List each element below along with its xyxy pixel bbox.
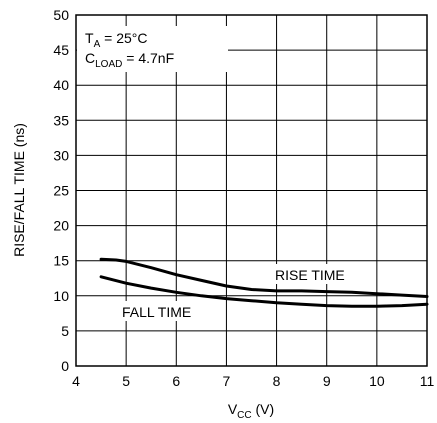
x-tick-labels: 4 5 6 7 8 9 10 11 [72,373,434,389]
x-tick-label: 9 [323,373,331,389]
y-tick-label: 30 [53,147,69,163]
grid [76,15,427,366]
y-tick-label: 35 [53,112,69,128]
plot-frame [75,14,428,367]
y-axis-title: RISE/FALL TIME (ns) [11,123,27,257]
y-tick-label: 50 [53,7,69,23]
x-axis-title: VCC (V) [228,401,274,421]
x-tick-label: 10 [369,373,385,389]
rise-label-bg [271,264,357,284]
temperature-annotation: TA = 25°C [85,30,147,50]
y-tick-label: 5 [61,323,69,339]
y-tick-label: 40 [53,77,69,93]
x-tick-label: 11 [420,373,435,389]
rise-time-line [99,257,429,298]
annotation-box [77,26,228,72]
x-tick-label: 7 [223,373,231,389]
x-tick-label: 8 [273,373,281,389]
fall-time-line [99,275,429,308]
x-tick-label: 6 [172,373,180,389]
y-tick-label: 0 [61,358,69,374]
load-annotation: CLOAD = 4.7nF [85,50,174,70]
x-tick-label: 4 [72,373,80,389]
y-tick-labels: 0 5 10 15 20 25 30 35 40 45 50 [53,7,69,374]
x-tick-label: 5 [122,373,130,389]
fall-time-label: FALL TIME [122,304,191,320]
y-tick-label: 10 [53,288,69,304]
y-tick-label: 45 [53,42,69,58]
y-tick-label: 20 [53,218,69,234]
fall-label-bg [118,301,204,321]
y-tick-label: 15 [53,253,69,269]
rise-time-label: RISE TIME [275,267,345,283]
y-tick-label: 25 [53,183,69,199]
series-lines [99,257,429,308]
